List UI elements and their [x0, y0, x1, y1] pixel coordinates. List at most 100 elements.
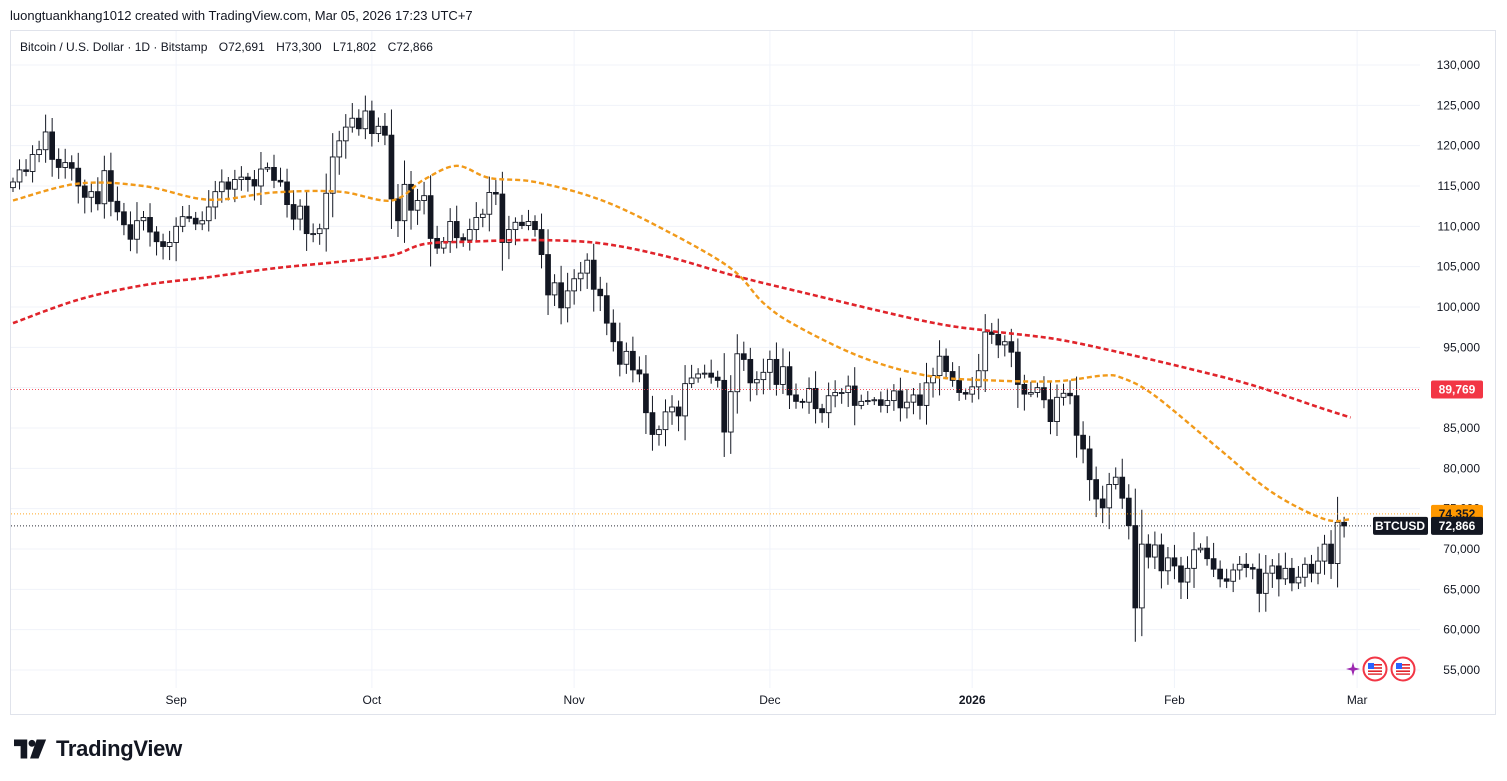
- candle-body-up: [1106, 484, 1113, 509]
- candle-body-down: [108, 170, 114, 202]
- candle: [264, 162, 271, 173]
- candle-body-up: [871, 399, 878, 402]
- candle-body-up: [936, 355, 943, 377]
- candle-body-up: [734, 353, 741, 393]
- candle-body-down: [897, 390, 904, 409]
- candle-body-down: [1210, 558, 1217, 570]
- candle: [1152, 531, 1158, 570]
- candle-body-up: [571, 278, 578, 292]
- candle-body-up: [832, 392, 839, 397]
- candle: [55, 148, 62, 179]
- candle-body-down: [1145, 543, 1152, 558]
- candle: [166, 230, 173, 261]
- candle-body-down: [1171, 557, 1178, 567]
- candle-body-up: [42, 131, 49, 151]
- candle-body-up: [10, 181, 16, 189]
- candle-body-up: [838, 392, 845, 394]
- candle: [1308, 554, 1315, 583]
- candle-body-down: [1275, 565, 1282, 580]
- candle: [649, 395, 656, 451]
- candle: [871, 397, 878, 406]
- candle: [519, 214, 525, 230]
- ohlc-close: C72,866: [387, 40, 433, 54]
- candle: [75, 152, 82, 204]
- candle: [590, 243, 597, 312]
- candle-body-up: [421, 195, 427, 201]
- candle-body-down: [127, 224, 134, 240]
- candle: [727, 375, 734, 454]
- candle-body-up: [1165, 557, 1171, 572]
- tradingview-logo[interactable]: TradingView: [14, 736, 182, 762]
- moving-average-fast-line: [12, 164, 1351, 523]
- candle: [1112, 467, 1119, 490]
- created-with-caption: luongtuankhang1012 created with TradingV…: [10, 8, 473, 23]
- candle-body-down: [271, 166, 277, 181]
- candle: [186, 204, 193, 223]
- candle-body-up: [669, 406, 675, 413]
- candle: [1008, 328, 1015, 368]
- candle-body-down: [1243, 563, 1250, 569]
- candle: [884, 388, 891, 414]
- candle-body-down: [747, 358, 754, 384]
- us-flag-event-icon-2[interactable]: [1390, 656, 1416, 682]
- candle-body-down: [303, 205, 310, 235]
- candle-body-up: [1112, 476, 1119, 485]
- candle: [1034, 382, 1041, 398]
- candle-body-down: [493, 192, 499, 195]
- candle-body-up: [179, 216, 186, 227]
- candle-body-up: [29, 154, 36, 172]
- x-tick-label: Oct: [363, 693, 382, 707]
- candle: [147, 203, 153, 247]
- candle-body-up: [1152, 544, 1158, 558]
- candle: [362, 95, 369, 140]
- candle: [734, 334, 741, 414]
- candle-body-up: [316, 228, 323, 235]
- candle: [101, 155, 108, 219]
- candle: [1001, 335, 1008, 357]
- candle: [708, 359, 715, 384]
- candle: [532, 215, 538, 237]
- candle-body-up: [88, 191, 95, 198]
- candle: [747, 347, 754, 402]
- candle-body-up: [1321, 543, 1328, 562]
- candle: [904, 389, 910, 419]
- candle: [630, 336, 636, 383]
- candle: [1178, 556, 1184, 600]
- candle: [701, 364, 708, 379]
- candle: [551, 274, 558, 306]
- candle: [682, 365, 688, 441]
- candle-body-up: [982, 331, 989, 372]
- candle-body-down: [1008, 341, 1015, 353]
- event-flags[interactable]: [1346, 656, 1416, 682]
- candle-body-down: [1308, 563, 1315, 574]
- candle: [1269, 559, 1276, 588]
- candle: [1217, 560, 1223, 588]
- candle-body-down: [81, 185, 88, 198]
- symbol-legend[interactable]: Bitcoin / U.S. Dollar · 1D · Bitstamp O7…: [20, 40, 435, 54]
- candle: [897, 377, 904, 422]
- candle: [88, 183, 95, 213]
- candle-body-up: [1138, 543, 1145, 609]
- candle-body-up: [930, 375, 936, 384]
- candle-body-up: [36, 149, 42, 155]
- candle-body-down: [708, 372, 715, 378]
- candle: [525, 209, 532, 231]
- y-tick-label: 115,000: [1438, 179, 1481, 193]
- candle-body-down: [1073, 395, 1080, 436]
- candle-body-down: [1217, 568, 1223, 580]
- candle: [1106, 472, 1113, 530]
- us-flag-event-icon[interactable]: [1362, 656, 1388, 682]
- candle-body-up: [688, 377, 695, 385]
- candle: [231, 169, 238, 203]
- candle-body-up: [447, 221, 454, 243]
- candle: [1328, 530, 1334, 579]
- candle-body-up: [825, 395, 832, 414]
- candle-body-down: [1067, 392, 1073, 397]
- candle: [23, 159, 29, 177]
- candle: [1099, 485, 1106, 524]
- candle: [395, 184, 401, 237]
- candle: [303, 190, 310, 251]
- candle-body-up: [1184, 567, 1191, 583]
- candle-body-down: [114, 200, 121, 213]
